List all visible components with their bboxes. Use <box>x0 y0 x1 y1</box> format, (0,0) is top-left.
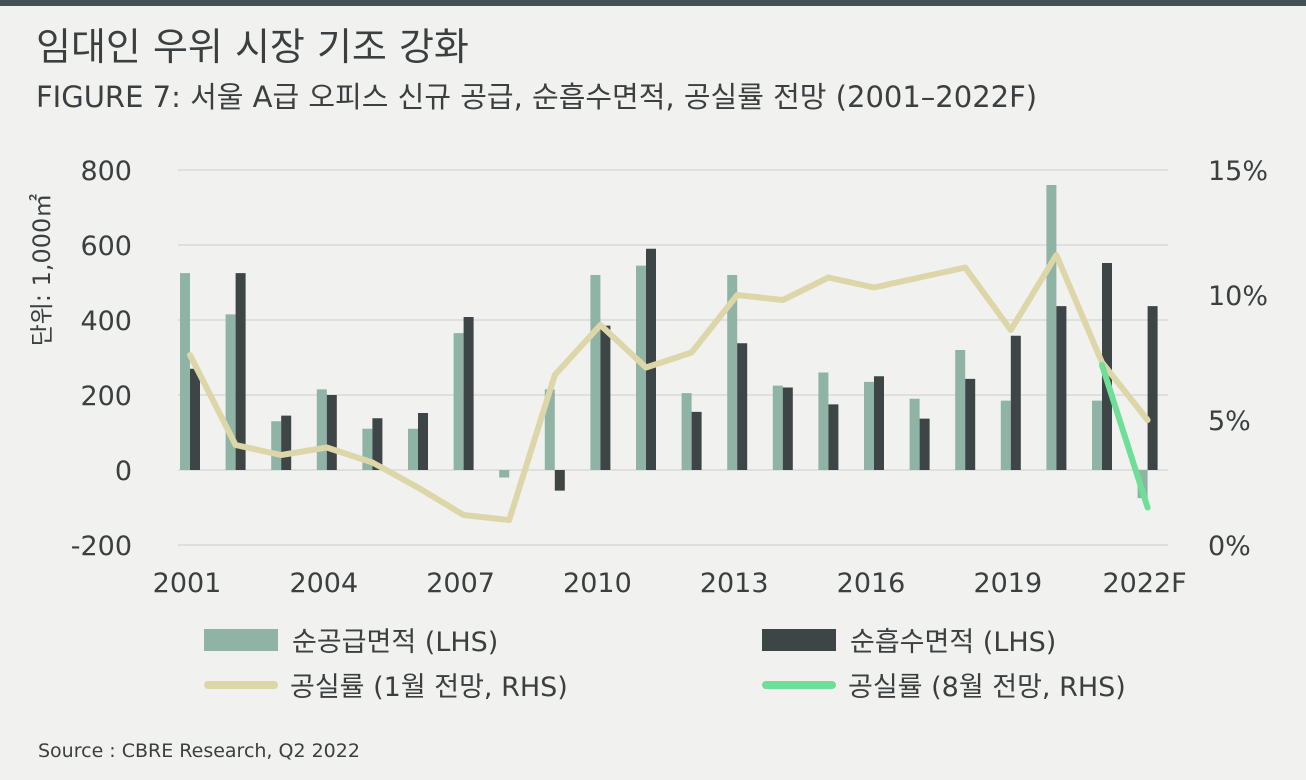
bar <box>408 428 418 470</box>
bar <box>316 389 327 470</box>
chart-subtitle: FIGURE 7: 서울 A급 오피스 신규 공급, 순흡수면적, 공실률 전망… <box>36 80 1038 114</box>
series-line <box>187 252 1151 523</box>
x-tick-label: 2007 <box>426 568 495 599</box>
bar <box>919 418 930 470</box>
y2-tick-label: 10% <box>1208 281 1268 312</box>
x-tick-label: 2013 <box>700 568 769 599</box>
bar <box>727 275 738 470</box>
bar <box>453 333 464 470</box>
bar <box>874 376 884 470</box>
bar <box>271 421 282 470</box>
bar <box>372 418 383 470</box>
line-layer <box>187 252 1151 523</box>
bar <box>1092 400 1102 470</box>
x-tick-label: 2022F <box>1102 568 1186 599</box>
y-tick-label: 600 <box>80 231 132 262</box>
x-tick-label: 2019 <box>973 568 1042 599</box>
y2-tick-label: 0% <box>1208 531 1251 562</box>
y-axis-right-ticks: 0% 5% 10% 15% <box>1208 156 1268 562</box>
bar <box>636 265 646 470</box>
bar <box>864 381 874 470</box>
bar <box>965 378 976 470</box>
bar <box>691 411 702 470</box>
bar <box>782 387 793 470</box>
x-tick-label: 2001 <box>153 568 222 599</box>
y-tick-label: 400 <box>80 306 132 337</box>
bar <box>1010 335 1021 470</box>
bar <box>772 385 783 470</box>
y-axis-left-ticks: -200 0 200 400 600 800 <box>71 156 132 562</box>
page-title: 임대인 우위 시장 기조 강화 <box>36 25 469 69</box>
bar <box>955 350 966 470</box>
bar <box>225 314 236 470</box>
bar <box>554 470 565 491</box>
bar <box>1046 185 1057 470</box>
y-tick-label: 800 <box>80 156 132 187</box>
bar <box>235 273 246 470</box>
bar <box>646 248 656 470</box>
bar <box>190 368 200 470</box>
bar <box>362 428 373 470</box>
x-tick-label: 2016 <box>837 568 906 599</box>
series-line <box>1099 362 1151 511</box>
bar <box>326 395 337 470</box>
bar <box>737 343 748 470</box>
bar <box>544 389 555 470</box>
bar <box>180 273 190 470</box>
bar <box>418 413 428 470</box>
y-tick-label: -200 <box>71 531 132 562</box>
y2-tick-label: 15% <box>1208 156 1268 187</box>
bar <box>681 393 692 470</box>
bar <box>499 470 510 478</box>
source-note: Source : CBRE Research, Q2 2022 <box>38 740 360 762</box>
bar <box>909 398 920 470</box>
x-tick-label: 2004 <box>289 568 358 599</box>
y-axis-label: 단위: 1,000㎡ <box>28 194 56 347</box>
bar <box>1056 306 1067 470</box>
bar <box>590 275 601 470</box>
top-rule <box>0 0 1306 6</box>
y2-tick-label: 5% <box>1208 406 1251 437</box>
bar-layer <box>180 185 1158 499</box>
bar <box>463 317 474 470</box>
bar <box>600 325 611 470</box>
y-tick-label: 200 <box>80 381 132 412</box>
bar <box>1147 306 1158 470</box>
bar <box>828 404 839 470</box>
y-tick-label: 0 <box>115 456 132 487</box>
bar <box>818 372 829 470</box>
x-tick-label: 2010 <box>563 568 632 599</box>
x-axis-ticks: 2001 2004 2007 2010 2013 2016 2019 2022F <box>153 568 1187 599</box>
bar <box>281 415 292 470</box>
bar <box>1000 400 1011 470</box>
